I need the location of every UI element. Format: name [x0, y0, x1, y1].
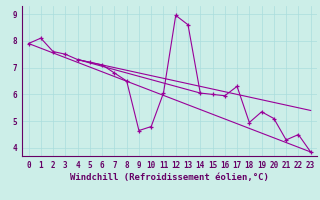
X-axis label: Windchill (Refroidissement éolien,°C): Windchill (Refroidissement éolien,°C)	[70, 173, 269, 182]
